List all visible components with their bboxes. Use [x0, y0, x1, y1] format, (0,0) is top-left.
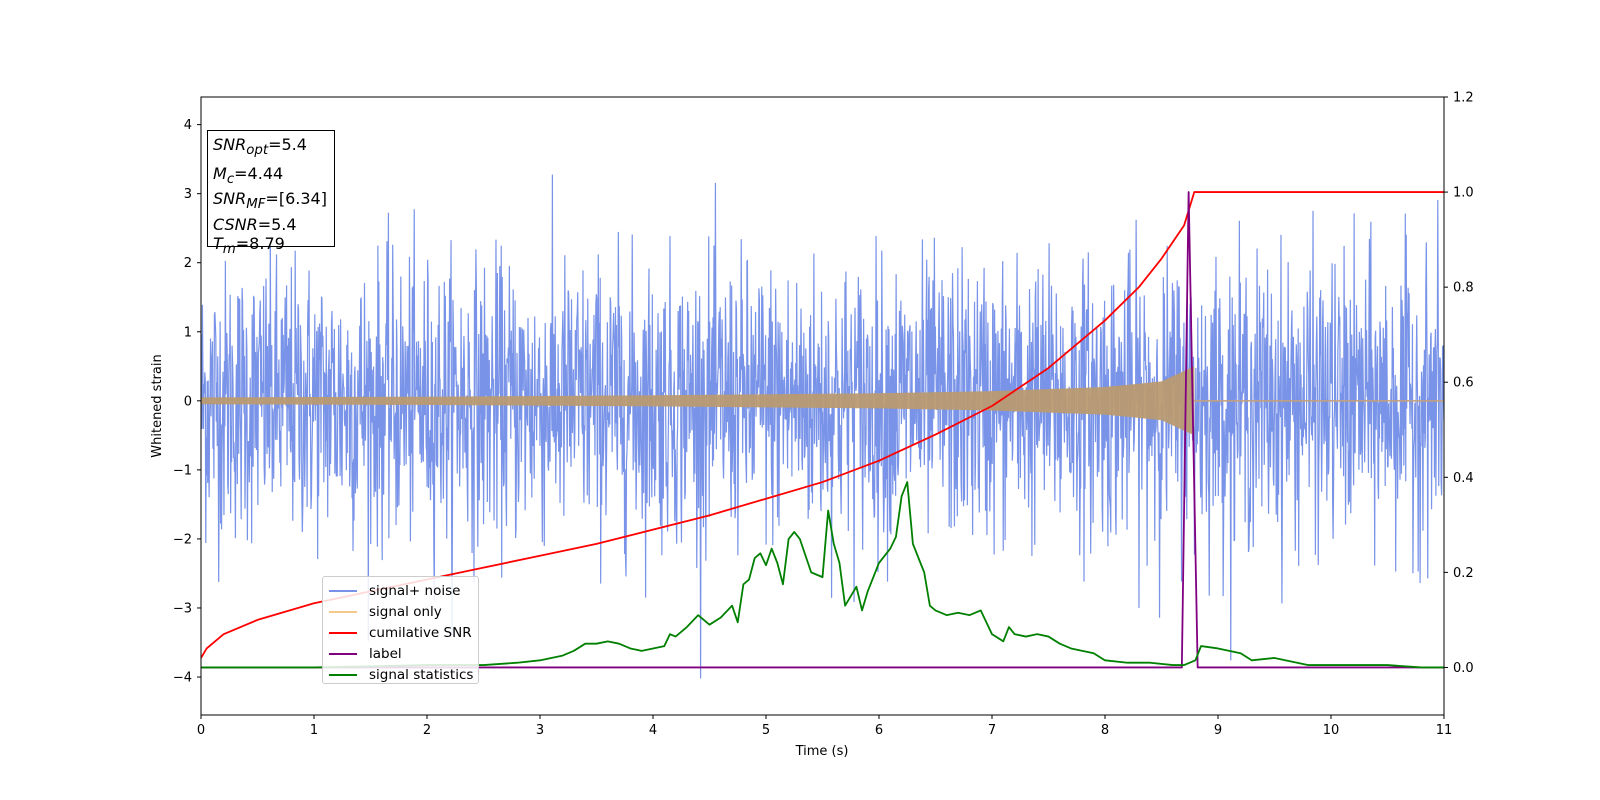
x-tick-label: 11: [1436, 723, 1453, 738]
x-tick-label: 4: [649, 723, 657, 738]
y2-tick-label: 1.0: [1453, 186, 1474, 201]
y-tick-label: 0: [184, 394, 192, 409]
legend-item-signal-noise: signal+ noise: [329, 580, 478, 601]
legend-item-cumulative-snr: cumilative SNR: [329, 622, 478, 643]
y-axis-label: Whitened strain: [150, 354, 165, 457]
y2-tick-label: 0.4: [1453, 471, 1474, 486]
series-signal-statistics: [201, 481, 1444, 669]
y2-tick-label: 1.2: [1453, 91, 1474, 106]
legend-swatch: [329, 631, 357, 634]
plot-frame: [200, 96, 1445, 716]
x-tick-label: 10: [1323, 723, 1340, 738]
series-signal-only: [201, 366, 1195, 436]
y-tick-label: 4: [184, 118, 192, 133]
csnr-annotation: CSNR=5.4: [213, 214, 297, 234]
snr-opt-annotation: SNRopt=5.4: [213, 135, 307, 159]
y2-tick-label: 0.2: [1453, 566, 1474, 581]
x-tick-label: 8: [1101, 723, 1109, 738]
x-tick-label: 5: [762, 723, 770, 738]
y2-tick-label: 0.6: [1453, 376, 1474, 391]
x-tick-label: 6: [875, 723, 883, 738]
legend-item-label: label: [329, 643, 478, 664]
x-tick-label: 1: [310, 723, 318, 738]
y-tick-label: −1: [173, 463, 192, 478]
chirp-mass-annotation: Mc=4.44: [213, 164, 284, 188]
merger-time-annotation: Tm=8.79: [213, 233, 285, 257]
series-cumulative-snr: [201, 191, 1444, 659]
y-tick-label: −3: [173, 601, 192, 616]
y-tick-label: −2: [173, 532, 192, 547]
legend-swatch: [329, 610, 357, 613]
y-tick-label: −4: [173, 671, 192, 686]
legend-swatch: [329, 673, 357, 676]
y2-tick-label: 0.0: [1453, 661, 1474, 676]
legend-label: signal only: [369, 603, 442, 620]
x-tick-label: 7: [988, 723, 996, 738]
legend-label: label: [369, 645, 402, 662]
x-tick-label: 3: [536, 723, 544, 738]
parameter-annotation-box: SNRopt=5.4 Mc=4.44 SNRMF=[6.34] CSNR=5.4…: [207, 130, 335, 257]
snr-mf-annotation: SNRMF=[6.34]: [213, 189, 327, 213]
y-tick-label: 1: [184, 325, 192, 340]
legend-swatch: [329, 652, 357, 655]
x-tick-label: 0: [197, 723, 205, 738]
legend-item-signal-statistics: signal statistics: [329, 664, 478, 685]
x-tick-label: 2: [423, 723, 431, 738]
legend-swatch: [329, 589, 357, 592]
y-tick-label: 3: [184, 187, 192, 202]
legend-label: cumilative SNR: [369, 624, 472, 641]
legend-label: signal+ noise: [369, 582, 461, 599]
legend-label: signal statistics: [369, 666, 474, 683]
y-tick-label: 2: [184, 256, 192, 271]
series-signal-noise: [201, 174, 1444, 679]
series-label: [201, 191, 1444, 669]
legend: signal+ noise signal only cumilative SNR…: [322, 576, 479, 684]
x-axis-label: Time (s): [795, 744, 849, 759]
y2-tick-label: 0.8: [1453, 281, 1474, 296]
x-tick-label: 9: [1214, 723, 1222, 738]
legend-item-signal-only: signal only: [329, 601, 478, 622]
